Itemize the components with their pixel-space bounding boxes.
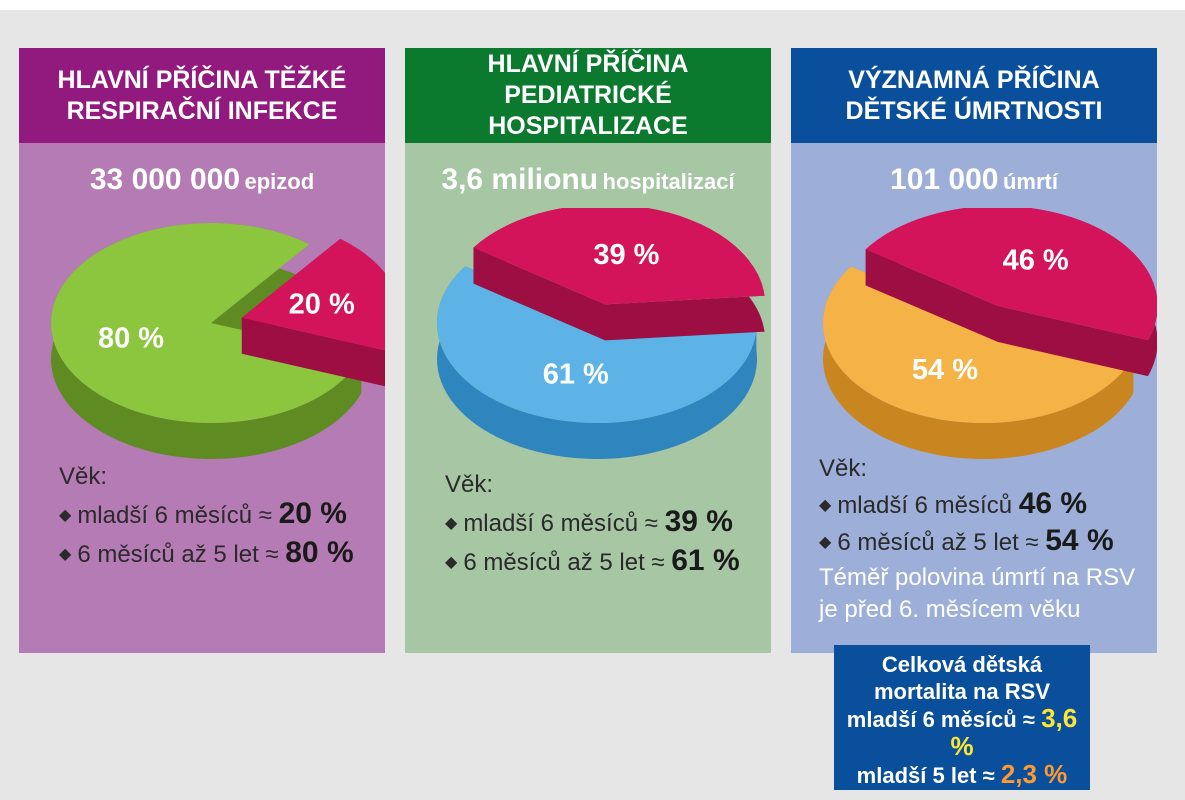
age-row-value: 20 % (278, 497, 347, 530)
mortality-note: Téměř polovina úmrtí na RSV je před 6. m… (819, 562, 1135, 626)
top-band (0, 0, 1185, 10)
age-row-6m-5y: ◆ 6 měsíců až 5 let ≈ 80 % (59, 534, 354, 573)
pie-slice-under-6m: 39 % (473, 208, 765, 341)
header-line-2: DĚTSKÉ ÚMRTNOSTI (845, 96, 1103, 125)
bullet-icon: ◆ (59, 507, 72, 524)
note-line-1: Téměř polovina úmrtí na RSV (819, 564, 1136, 591)
big-stat: 3,6 milionu hospitalizací (405, 163, 771, 197)
age-row-value: 46 % (1018, 487, 1088, 520)
pie-slice-top (51, 223, 362, 424)
callout-line-4: mladší 5 let ≈ 2,3 % (834, 761, 1090, 789)
callout-label: mladší 6 měsíců ≈ (846, 707, 1035, 732)
panel-respiratory-infection: HLAVNÍ PŘÍČINA TĚŽKÉ RESPIRAČNÍ INFEKCE … (19, 48, 385, 653)
pie-slice-top (241, 238, 385, 351)
callout-line-3: mladší 6 měsíců ≈ 3,6 % (834, 705, 1090, 761)
callout-value-under-5y: 2,3 % (1000, 759, 1068, 789)
pie-data-label: 54 % (912, 354, 978, 386)
panel-header: VÝZNAMNÁ PŘÍČINA DĚTSKÉ ÚMRTNOSTI (791, 48, 1157, 143)
pie-slice-top (823, 266, 1134, 423)
age-row-label: mladší 6 měsíců (837, 492, 1013, 519)
age-breakdown: Věk: ◆ mladší 6 měsíců ≈ 20 % ◆ 6 měsíců a… (59, 458, 354, 573)
age-row-label: 6 měsíců až 5 let ≈ (463, 549, 665, 576)
age-row-under-6m: ◆ mladší 6 měsíců ≈ 39 % (445, 503, 740, 542)
stat-value: 33 000 000 (89, 163, 241, 196)
pie-slice-6m-5y: 54 % (823, 266, 1134, 459)
header-line-1: VÝZNAMNÁ PŘÍČINA (848, 65, 1100, 94)
age-row-label: 6 měsíců až 5 let ≈ (837, 529, 1039, 556)
bullet-icon: ◆ (59, 546, 72, 563)
callout-line-2: mortalita na RSV (873, 679, 1051, 704)
pie-slice-under-6m: 20 % (241, 238, 385, 387)
header-line-1: HLAVNÍ PŘÍČINA TĚŽKÉ (57, 65, 347, 94)
note-line-2: je před 6. měsícem věku (819, 596, 1081, 623)
age-row-value: 54 % (1045, 524, 1114, 557)
panel-header: HLAVNÍ PŘÍČINA TĚŽKÉ RESPIRAČNÍ INFEKCE (19, 48, 385, 143)
pie-slice-side (51, 223, 362, 459)
age-row-value: 39 % (664, 505, 733, 538)
stat-unit: hospitalizací (602, 169, 735, 194)
age-heading: Věk: (819, 455, 868, 482)
pie-data-label: 39 % (593, 239, 659, 271)
pie-chart-episodes: 80 % 20 % (51, 223, 385, 459)
big-stat: 101 000 úmrtí (791, 163, 1157, 197)
age-row-under-6m: ◆ mladší 6 měsíců ≈ 20 % (59, 495, 354, 534)
header-line-2: PEDIATRICKÉ HOSPITALIZACE (488, 81, 688, 140)
pie-data-label: 20 % (289, 288, 355, 320)
age-row-6m-5y: ◆ 6 měsíců až 5 let ≈ 54 % (819, 523, 1135, 560)
pie-slice-top (865, 208, 1157, 341)
bullet-icon: ◆ (819, 497, 832, 514)
age-row-value: 61 % (671, 544, 740, 577)
panel-header: HLAVNÍ PŘÍČINA PEDIATRICKÉ HOSPITALIZACE (405, 48, 771, 143)
bullet-icon: ◆ (445, 554, 458, 571)
stat-value: 101 000 (890, 163, 999, 196)
age-row-under-6m: ◆ mladší 6 měsíců 46 % (819, 486, 1135, 523)
panel-pediatric-hospitalization: HLAVNÍ PŘÍČINA PEDIATRICKÉ HOSPITALIZACE… (405, 48, 771, 653)
age-breakdown: Věk: ◆ mladší 6 měsíců 46 % ◆ 6 měsíců až … (819, 451, 1135, 626)
mortality-callout: Celková dětská mortalita na RSV mladší 6… (834, 645, 1090, 790)
stat-value: 3,6 milionu (441, 163, 599, 196)
callout-label: mladší 5 let ≈ (856, 763, 995, 788)
age-row-label: mladší 6 měsíců ≈ (77, 502, 272, 529)
pie-data-label: 80 % (98, 322, 164, 354)
big-stat: 33 000 000 epizod (19, 163, 385, 197)
pie-chart-hospitalizations: 61 % 39 % (437, 208, 765, 459)
age-heading: Věk: (59, 463, 108, 490)
stat-unit: úmrtí (1002, 169, 1058, 194)
age-row-6m-5y: ◆ 6 měsíců až 5 let ≈ 61 % (445, 542, 740, 581)
stat-unit: epizod (244, 169, 315, 194)
pie-slice-top (473, 208, 765, 305)
header-line-2: RESPIRAČNÍ INFEKCE (66, 96, 338, 125)
pie-slice-6m-5y: 61 % (437, 266, 757, 459)
pie-data-label: 61 % (543, 358, 609, 390)
callout-line-1: Celková dětská (881, 652, 1043, 677)
pie-slice-under-6m: 46 % (865, 208, 1157, 377)
age-breakdown: Věk: ◆ mladší 6 měsíců ≈ 39 % ◆ 6 měsíců a… (445, 466, 740, 581)
pie-chart-deaths: 54 % 46 % (823, 208, 1157, 459)
pie-data-label: 46 % (1003, 245, 1069, 277)
callout-value-under-6m: 3,6 % (950, 703, 1078, 761)
pie-slice-6m-5y: 80 % (51, 223, 362, 459)
bullet-icon: ◆ (819, 534, 832, 551)
panel-child-mortality: VÝZNAMNÁ PŘÍČINA DĚTSKÉ ÚMRTNOSTI 101 00… (791, 48, 1157, 653)
age-row-value: 80 % (285, 536, 354, 569)
age-heading: Věk: (445, 471, 494, 498)
bullet-icon: ◆ (445, 515, 458, 532)
age-row-label: 6 měsíců až 5 let ≈ (77, 541, 279, 568)
age-row-label: mladší 6 měsíců ≈ (463, 510, 658, 537)
pie-slice-top (437, 266, 757, 423)
header-line-1: HLAVNÍ PŘÍČINA (487, 50, 689, 78)
